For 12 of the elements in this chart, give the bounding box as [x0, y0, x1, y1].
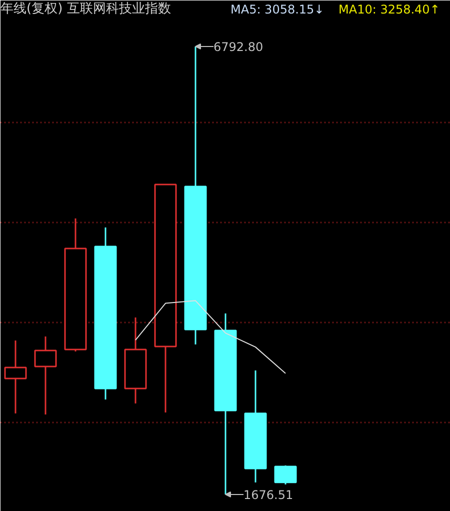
candlestick	[244, 370, 267, 484]
text: MA10: 3258.40↑	[338, 2, 440, 16]
candlestick	[4, 340, 27, 414]
annotation: 6792.80	[214, 40, 264, 54]
candlestick	[94, 226, 117, 400]
annotation: MA5: 3058.15↓	[230, 2, 324, 16]
chart-title: 年线(复权) 互联网科技业指数	[0, 2, 171, 16]
candlestick	[214, 312, 237, 496]
candlestick	[34, 336, 57, 416]
annotation: 1676.51	[244, 488, 294, 502]
candlestick	[184, 46, 207, 346]
candlestick	[124, 316, 147, 404]
